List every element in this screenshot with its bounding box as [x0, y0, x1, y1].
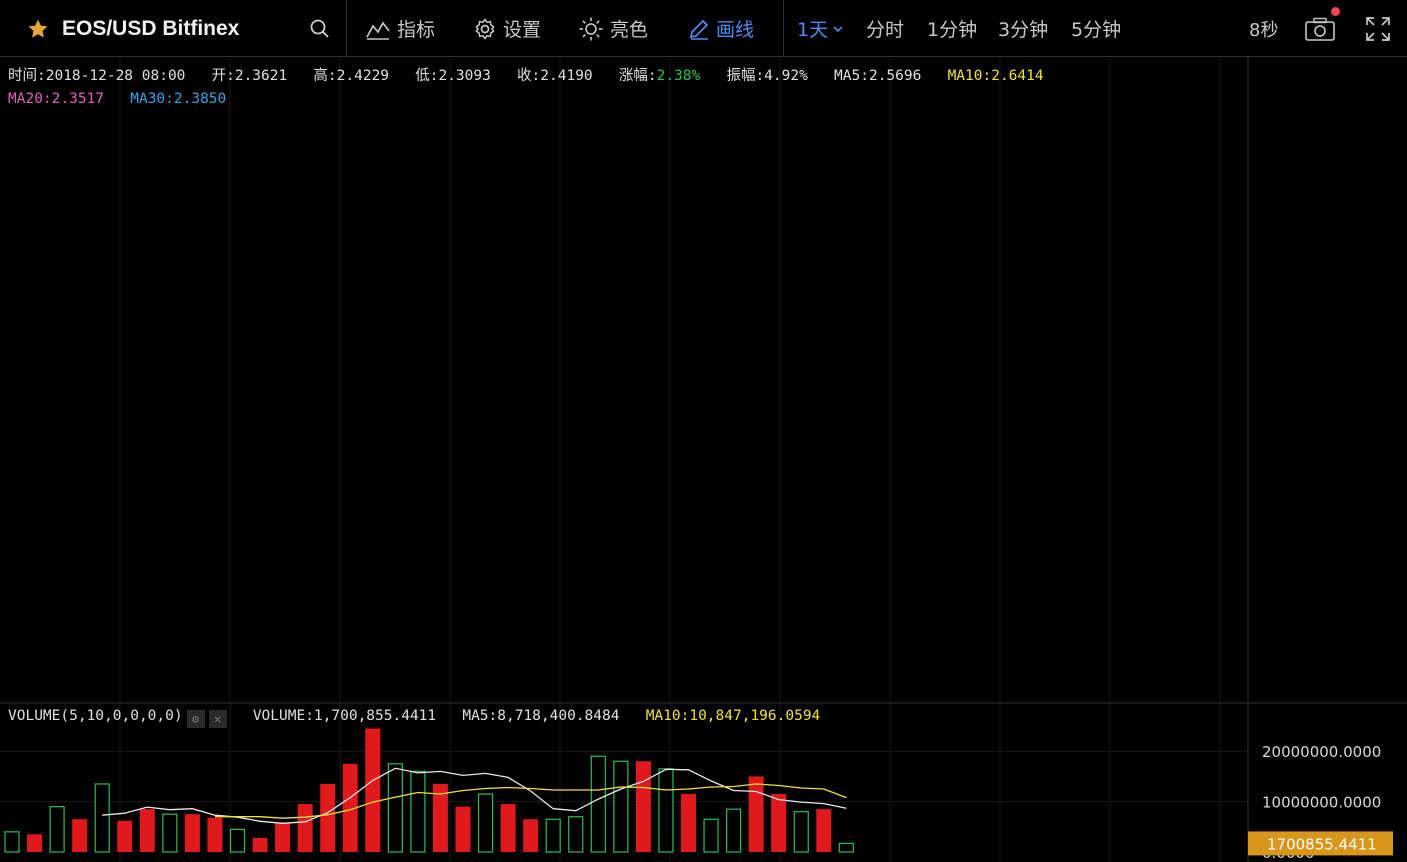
chevron-down-icon — [833, 25, 843, 32]
volume-bar — [94, 783, 110, 853]
fullscreen-icon[interactable] — [1365, 0, 1391, 57]
volume-bar — [658, 768, 674, 853]
volume-bar — [72, 819, 88, 852]
brightness-button[interactable]: 亮色 — [578, 0, 648, 57]
ohlc-info: 时间:2018-12-28 08:00 开:2.3621 高:2.4229 低:… — [8, 64, 1044, 85]
volume-settings-icon[interactable]: ⚙ — [186, 710, 205, 728]
info-ma5: MA5:2.5696 — [834, 68, 922, 84]
volume-bar — [207, 817, 223, 852]
settings-label: 设置 — [503, 19, 542, 41]
last-volume-badge — [1248, 831, 1393, 856]
volume-bar — [49, 806, 65, 853]
volume-bar — [455, 806, 471, 852]
toolbar-divider — [783, 0, 784, 57]
info-open: 开:2.3621 — [211, 68, 288, 84]
volume-tick-label: 20000000.0000 — [1262, 743, 1381, 761]
camera-icon[interactable] — [1304, 0, 1336, 57]
info-ma20: MA20:2.3517 — [8, 91, 105, 107]
volume-bar — [613, 760, 629, 853]
info-close: 收:2.4190 — [517, 68, 593, 84]
favorite-star-icon[interactable] — [26, 0, 50, 57]
pencil-icon — [689, 19, 709, 40]
timeframe-1d-label: 1天 — [797, 19, 829, 41]
volume-bar — [4, 831, 20, 853]
candlestick-chart[interactable]: 4.2596← 1.555.50674.76994.13173.57893.10… — [0, 57, 1407, 862]
volume-bar — [523, 819, 539, 852]
info-ma30: MA30:2.3850 — [130, 91, 227, 107]
timeframe-3m[interactable]: 3分钟 — [998, 19, 1049, 41]
volume-tick-label: 10000000.0000 — [1262, 794, 1381, 812]
volume-ma10: MA10:10,847,196.0594 — [645, 708, 821, 724]
volume-bar — [500, 804, 516, 852]
volume-bar — [590, 755, 606, 853]
volume-bar — [748, 776, 764, 852]
volume-bar — [320, 783, 336, 852]
draw-label: 画线 — [716, 19, 755, 41]
volume-bar — [432, 783, 448, 852]
search-icon[interactable] — [309, 0, 331, 57]
volume-bar — [816, 809, 832, 852]
volume-bar — [27, 834, 43, 852]
info-ma10: MA10:2.6414 — [947, 68, 1044, 84]
timeframe-5m[interactable]: 5分钟 — [1071, 19, 1122, 41]
toolbar-divider — [346, 0, 347, 57]
volume-bar — [365, 728, 381, 852]
volume-bar — [117, 820, 133, 852]
volume-ma5: MA5:8,718,400.8484 — [462, 708, 620, 724]
brightness-label: 亮色 — [610, 19, 649, 41]
settings-button[interactable]: 设置 — [473, 0, 541, 57]
volume-info: VOLUME(5,10,0,0,0,0) ⚙ ✕ VOLUME:1,700,855.… — [8, 708, 820, 728]
indicators-button[interactable]: 指标 — [365, 0, 435, 57]
timeframe-1d-dropdown[interactable]: 1天 — [797, 0, 845, 57]
volume-bar — [342, 763, 358, 852]
volume-bar — [771, 794, 787, 852]
volume-bar — [568, 816, 584, 853]
info-high: 高:2.4229 — [313, 68, 390, 84]
volume-bar — [545, 818, 561, 853]
volume-bar — [725, 808, 742, 853]
info-low: 低:2.3093 — [415, 68, 491, 84]
volume-bar — [681, 794, 696, 852]
draw-button[interactable]: 画线 — [688, 0, 754, 57]
volume-bar — [635, 761, 651, 852]
volume-bar — [252, 837, 268, 852]
volume-bar — [297, 804, 313, 852]
volume-bar — [477, 793, 494, 853]
ma-info: MA20:2.3517 MA30:2.3850 — [8, 91, 226, 107]
volume-ma10-line — [215, 783, 847, 819]
info-change-label: 涨幅: — [618, 68, 657, 84]
symbol-title: EOS/USD Bitfinex — [62, 16, 240, 40]
indicators-label: 指标 — [397, 19, 436, 41]
volume-bar — [139, 809, 155, 852]
sun-icon — [579, 17, 603, 40]
volume-bar — [275, 822, 291, 852]
refresh-timer: 8秒 — [1249, 19, 1279, 41]
timeframe-1m[interactable]: 1分钟 — [927, 19, 978, 41]
timeframe-intraday[interactable]: 分时 — [866, 19, 905, 41]
volume-bar — [703, 818, 719, 853]
volume-bar — [184, 814, 200, 852]
indicators-icon — [366, 20, 390, 40]
volume-bar — [793, 811, 809, 853]
volume-close-icon[interactable]: ✕ — [208, 710, 227, 728]
toolbar: EOS/USD Bitfinex 指标 设置 亮色 画线 1天 分时 1分钟 3… — [0, 0, 1407, 57]
info-amplitude: 振幅:4.92% — [726, 68, 808, 84]
info-change-value: 2.38% — [656, 68, 701, 84]
last-volume-label: 1700855.4411 — [1267, 835, 1377, 853]
volume-bar — [838, 842, 854, 853]
volume-bar — [410, 770, 426, 853]
notification-dot — [1331, 7, 1340, 16]
volume-bar — [229, 828, 246, 853]
volume-bar — [162, 813, 178, 853]
gear-icon — [475, 17, 495, 40]
info-time: 时间:2018-12-28 08:00 — [8, 68, 186, 84]
volume-bar — [387, 763, 403, 853]
volume-value: VOLUME:1,700,855.4411 — [252, 708, 437, 724]
volume-indicator-label: VOLUME(5,10,0,0,0,0) — [8, 708, 183, 724]
